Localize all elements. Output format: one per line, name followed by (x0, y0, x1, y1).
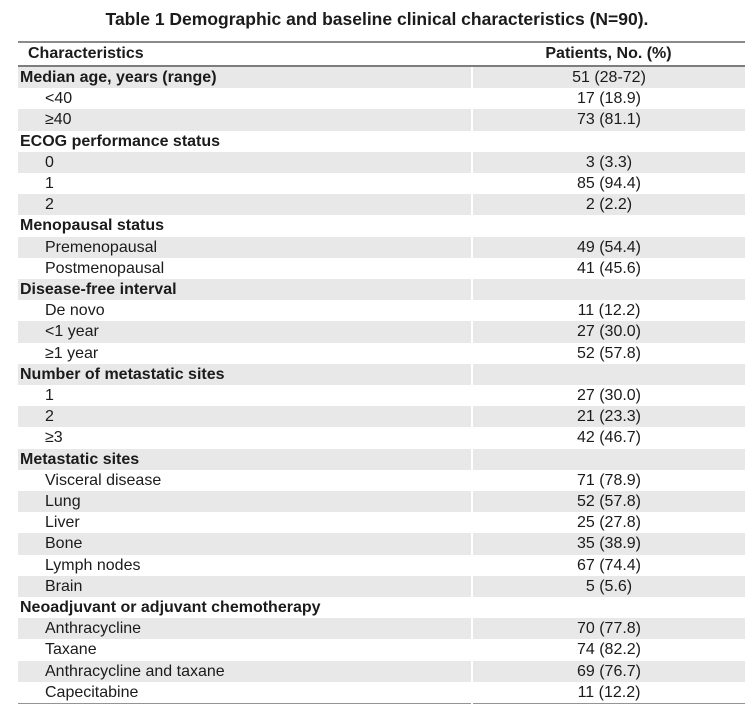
row-value: 74 (82.2) (576, 641, 642, 659)
row-value: 25 (27.8) (576, 514, 642, 532)
table-row: Capecitabine 11 (12.2) (18, 681, 745, 704)
row-value: 51 (28-72) (572, 69, 646, 86)
row-value: 5 (5.6) (585, 577, 633, 595)
row-value: 35 (38.9) (576, 535, 642, 553)
row-label: Anthracycline (18, 618, 473, 640)
row-label: 1 (18, 385, 473, 407)
row-value: 11 (12.2) (577, 302, 641, 320)
row-value: 27 (30.0) (576, 323, 642, 341)
row-value (472, 131, 745, 152)
row-label: Brain (18, 575, 473, 598)
row-label: Metastatic sites (18, 448, 473, 470)
table-row: Metastatic sites (18, 448, 745, 470)
row-label: Menopausal status (18, 215, 473, 237)
row-value: 21 (23.3) (576, 408, 642, 426)
row-label: ≥1 year (18, 342, 473, 364)
row-label: Liver (18, 512, 473, 534)
table-row: Bone 35 (38.9) (18, 533, 745, 555)
row-label: ≥3 (18, 427, 473, 449)
table-row: 2 21 (23.3) (18, 406, 745, 428)
row-value (472, 279, 745, 300)
table-row: Liver 25 (27.8) (18, 512, 745, 534)
table-row: Number of metastatic sites (18, 363, 745, 386)
table-row: 1 85 (94.4) (18, 173, 745, 195)
row-label: ≥40 (18, 109, 473, 131)
table-row: 1 27 (30.0) (18, 385, 745, 407)
table-title: Table 1 Demographic and baseline clinica… (105, 9, 649, 29)
row-label: 2 (18, 194, 473, 216)
row-label: <40 (18, 88, 473, 110)
row-label: Lung (18, 491, 473, 513)
table-row: Anthracycline and taxane 69 (76.7) (18, 660, 745, 682)
table-row: De novo 11 (12.2) (18, 300, 745, 322)
table-row: ≥3 42 (46.7) (18, 427, 745, 449)
row-label: Taxane (18, 639, 473, 661)
demographics-table: Characteristics Patients, No. (%) Median… (18, 41, 745, 705)
table-row: ECOG performance status (18, 130, 745, 152)
row-label: De novo (18, 300, 473, 322)
table-row: Visceral disease 71 (78.9) (18, 469, 745, 492)
row-label: Postmenopausal (18, 257, 473, 280)
row-value (472, 597, 745, 618)
table-row: <1 year 27 (30.0) (18, 321, 745, 343)
table-row: Lung 52 (57.8) (18, 491, 745, 513)
row-label: Median age, years (range) (18, 66, 473, 89)
row-value (472, 449, 745, 470)
table-row: Taxane 74 (82.2) (18, 639, 745, 661)
table-row: Anthracycline 70 (77.8) (18, 618, 745, 640)
table-row: Postmenopausal 41 (45.6) (18, 257, 745, 280)
row-value: 42 (46.7) (576, 429, 642, 447)
row-value: 52 (57.8) (576, 493, 642, 511)
row-value: 52 (57.8) (576, 344, 642, 362)
row-label: Capecitabine (18, 681, 473, 704)
row-value: 69 (76.7) (576, 662, 642, 680)
table-row: ≥1 year 52 (57.8) (18, 342, 745, 364)
row-label: 2 (18, 406, 473, 428)
row-label: Premenopausal (18, 236, 473, 258)
table-row: 0 3 (3.3) (18, 151, 745, 174)
table-row: Menopausal status (18, 215, 745, 237)
row-label: 0 (18, 151, 473, 174)
row-value: 11 (12.2) (577, 683, 641, 701)
row-label: Lymph nodes (18, 554, 473, 576)
row-value: 2 (2.2) (585, 196, 633, 214)
table-row: Brain 5 (5.6) (18, 575, 745, 598)
row-label: Anthracycline and taxane (18, 660, 473, 682)
row-value: 70 (77.8) (576, 620, 642, 638)
row-value: 67 (74.4) (576, 556, 642, 574)
row-label: Disease-free interval (18, 279, 473, 301)
row-value: 41 (45.6) (576, 259, 642, 277)
table-row: Disease-free interval (18, 279, 745, 301)
table-row: ≥40 73 (81.1) (18, 109, 745, 131)
row-label: Neoadjuvant or adjuvant chemotherapy (18, 597, 473, 619)
table-row: Neoadjuvant or adjuvant chemotherapy (18, 597, 745, 619)
row-value: 49 (54.4) (576, 238, 642, 256)
row-value: 73 (81.1) (576, 111, 642, 129)
row-value: 27 (30.0) (576, 387, 642, 405)
table-row: Premenopausal 49 (54.4) (18, 236, 745, 258)
row-value: 71 (78.9) (576, 471, 642, 489)
table-row: 2 2 (2.2) (18, 194, 745, 216)
table-row: <40 17 (18.9) (18, 88, 745, 110)
row-label: Visceral disease (18, 469, 473, 492)
column-header-characteristics: Characteristics (18, 42, 472, 67)
column-header-patients: Patients, No. (%) (472, 42, 745, 67)
row-value (472, 215, 745, 236)
table-row: Lymph nodes 67 (74.4) (18, 554, 745, 576)
row-label: ECOG performance status (18, 130, 473, 152)
row-value: 3 (3.3) (585, 153, 633, 171)
row-label: Number of metastatic sites (18, 363, 473, 386)
row-label: <1 year (18, 321, 473, 343)
row-value: 17 (18.9) (576, 90, 642, 108)
table-body: Median age, years (range) 51 (28-72) <40 17… (18, 66, 745, 704)
row-value: 85 (94.4) (576, 175, 642, 193)
table-row: Median age, years (range) 51 (28-72) (18, 66, 745, 89)
row-label: Bone (18, 533, 473, 555)
row-value (472, 364, 745, 385)
row-label: 1 (18, 173, 473, 195)
header-row: Characteristics Patients, No. (%) (18, 42, 745, 67)
